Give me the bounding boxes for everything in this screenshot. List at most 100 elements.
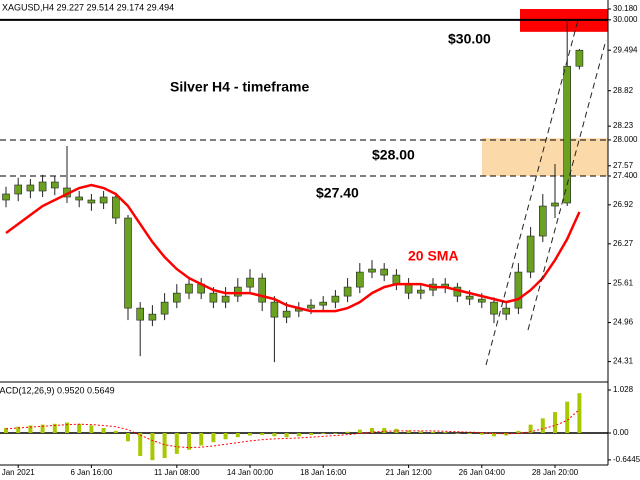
macd-bar: [443, 432, 448, 433]
macd-bar: [467, 432, 472, 434]
macd-bar: [479, 432, 484, 435]
macd-bar: [418, 431, 423, 433]
candle-body: [368, 268, 376, 273]
y-tick-label: 24.31: [613, 357, 634, 366]
macd-bar: [40, 424, 45, 433]
candle-body: [160, 301, 169, 315]
y-tick-label: 26.27: [613, 239, 634, 248]
y-tick-label: 24.96: [613, 318, 634, 327]
candle-body: [185, 283, 193, 294]
macd-bar: [492, 432, 496, 437]
x-tick-label: 11 Jan 08:00: [154, 468, 200, 477]
candle-body: [234, 286, 242, 297]
candle-body: [124, 217, 132, 309]
macd-bar: [162, 432, 167, 459]
macd-bar: [357, 429, 362, 433]
level-annotation: $27.40: [316, 185, 359, 201]
y-tick-label: 29.494: [613, 45, 638, 54]
x-tick-label: 28 Jan 20:00: [532, 468, 579, 477]
x-tick-label: 26 Jan 04:00: [459, 468, 506, 477]
candle-body: [112, 196, 120, 219]
candle-body: [404, 283, 413, 294]
y-tick-label: 30.000: [613, 15, 638, 24]
macd-bar: [296, 432, 301, 437]
macd-bar: [284, 432, 289, 438]
candle-body: [14, 184, 22, 195]
macd-bar: [174, 432, 179, 454]
candle-body: [221, 295, 230, 303]
candle-body: [50, 181, 59, 189]
y-tick-label: 26.92: [613, 200, 634, 209]
candle-body: [380, 268, 389, 276]
candle-body: [75, 196, 83, 201]
macd-bar: [16, 426, 21, 433]
candle-body: [502, 307, 511, 315]
macd-bar: [553, 412, 557, 433]
level-annotation: $30.00: [448, 31, 491, 47]
macd-bar: [113, 430, 118, 433]
macd-bar: [394, 428, 399, 433]
candle-body: [551, 202, 559, 207]
y-tick-label: 27.400: [613, 171, 638, 180]
candle-body: [319, 301, 328, 306]
y-tick-label: 1.028: [613, 385, 634, 394]
candle-body: [343, 286, 352, 297]
macd-bar: [150, 432, 155, 461]
macd-bar: [272, 432, 277, 437]
macd-bar: [248, 432, 252, 436]
macd-label: MACD(12,26,9) 0.9520 0.5649: [0, 385, 115, 395]
macd-bar: [333, 432, 338, 434]
candle-body: [490, 301, 498, 315]
candle-body: [258, 277, 267, 303]
candle-body: [99, 196, 108, 204]
y-tick-label: 30.180: [613, 4, 638, 13]
y-tick-label: 28.82: [613, 86, 634, 95]
macd-bar: [101, 427, 106, 433]
macd-bar: [516, 430, 521, 433]
candle-body: [526, 235, 535, 273]
candle-body: [282, 310, 291, 318]
candle-body: [416, 289, 425, 294]
y-tick-label: 28.000: [613, 135, 638, 144]
y-tick-label: -0.6445: [613, 455, 640, 464]
candle-body: [575, 49, 584, 67]
candle-body: [136, 307, 144, 321]
macd-bar: [199, 432, 204, 446]
macd-bar: [138, 432, 143, 456]
y-tick-label: 27.57: [613, 161, 634, 170]
candle-body: [538, 205, 547, 237]
x-tick-label: 14 Jan 00:00: [227, 468, 274, 477]
candle-body: [2, 193, 10, 201]
candle-body: [270, 301, 279, 318]
x-tick-label: Jan 2021: [2, 468, 35, 477]
macd-bar: [321, 432, 326, 434]
x-tick-label: 18 Jan 16:00: [300, 468, 347, 477]
macd-bar: [565, 401, 570, 433]
macd-bar: [455, 432, 460, 434]
y-tick-label: 25.61: [613, 279, 634, 288]
macd-bar: [309, 432, 313, 436]
macd-bar: [260, 432, 265, 436]
candle-body: [173, 292, 181, 303]
sma-line: [5, 183, 581, 313]
candle-body: [477, 298, 486, 303]
macd-bar: [187, 432, 191, 450]
macd-bar: [370, 427, 374, 433]
macd-bar: [223, 432, 228, 440]
macd-bar: [406, 430, 411, 433]
macd-bar: [126, 432, 130, 442]
macd-bar: [345, 431, 350, 433]
candle-body: [209, 292, 218, 303]
legend-label: 20 SMA: [408, 248, 459, 264]
macd-bar: [528, 424, 533, 433]
macd-bar: [77, 423, 82, 433]
candle-body: [563, 65, 572, 204]
macd-bar: [28, 425, 33, 433]
candle-body: [331, 295, 340, 303]
candle-body: [355, 271, 364, 288]
y-tick-label: 0.00: [613, 428, 629, 437]
macd-bar: [235, 432, 240, 438]
macd-bar: [211, 432, 216, 443]
macd-bar: [52, 423, 57, 433]
macd-bar: [577, 393, 582, 433]
